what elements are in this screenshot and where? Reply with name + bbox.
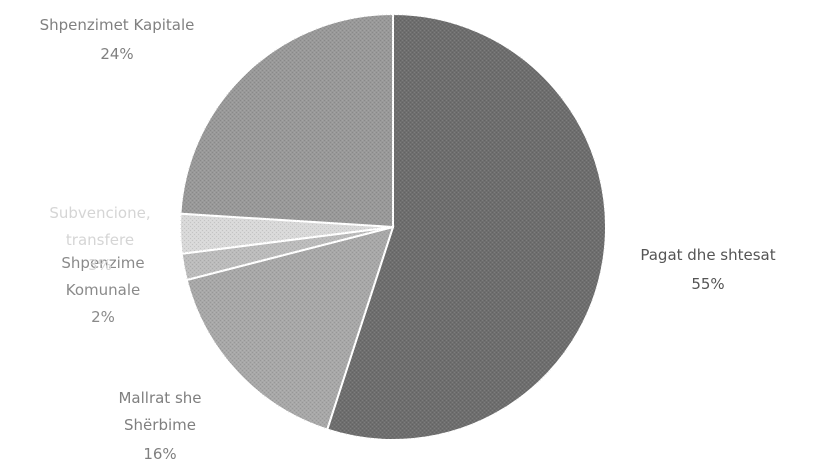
slice-label-line: Mallrat she [118,389,201,407]
slice-label-line: Komunale [66,281,140,299]
pie-slice-texture [327,14,606,440]
pie-slice-texture [180,14,393,227]
pie-slice-texture [186,227,393,430]
pie-labels: Pagat dhe shtesat 55% Mallrat she Shërbime 1… [40,16,776,463]
slice-value-label: 16% [143,445,176,463]
slice-category-label: Shpenzimet Kapitale [40,16,195,34]
pie-slice-1 [325,12,607,441]
pie-slices [179,12,607,441]
slice-label-line: Pagat dhe shtesat [640,246,775,264]
slice-category-label: Pagat dhe shtesat [640,246,775,264]
slice-category-label: Subvencione, transfere [49,204,150,249]
pie-slice-2 [185,225,395,431]
pie-label-1: Pagat dhe shtesat 55% [640,246,775,293]
pie-label-3: Shpenzime Komunale 2% [61,254,144,326]
pie-slice-texture [179,213,393,254]
pie-label-2: Mallrat she Shërbime 16% [118,389,201,463]
slice-value-label: 55% [691,275,724,293]
slice-category-label: Mallrat she Shërbime [118,389,201,434]
slice-category-label: Shpenzime Komunale [61,254,144,299]
slice-label-line: Subvencione, [49,204,150,222]
slice-value-label: 3% [88,256,112,274]
pie-slice-5 [179,12,394,229]
slice-label-line: Shpenzime [61,254,144,272]
pie-label-4: Subvencione, transfere 3% [49,204,150,274]
pie-slice-texture [181,227,393,280]
slice-value-label: 24% [100,45,133,63]
slice-label-line: transfere [66,231,134,249]
slice-value-label: 2% [91,308,115,326]
slice-label-line: Shpenzimet Kapitale [40,16,195,34]
slice-label-line: Shërbime [124,416,196,434]
pie-label-5: Shpenzimet Kapitale 24% [40,16,195,63]
